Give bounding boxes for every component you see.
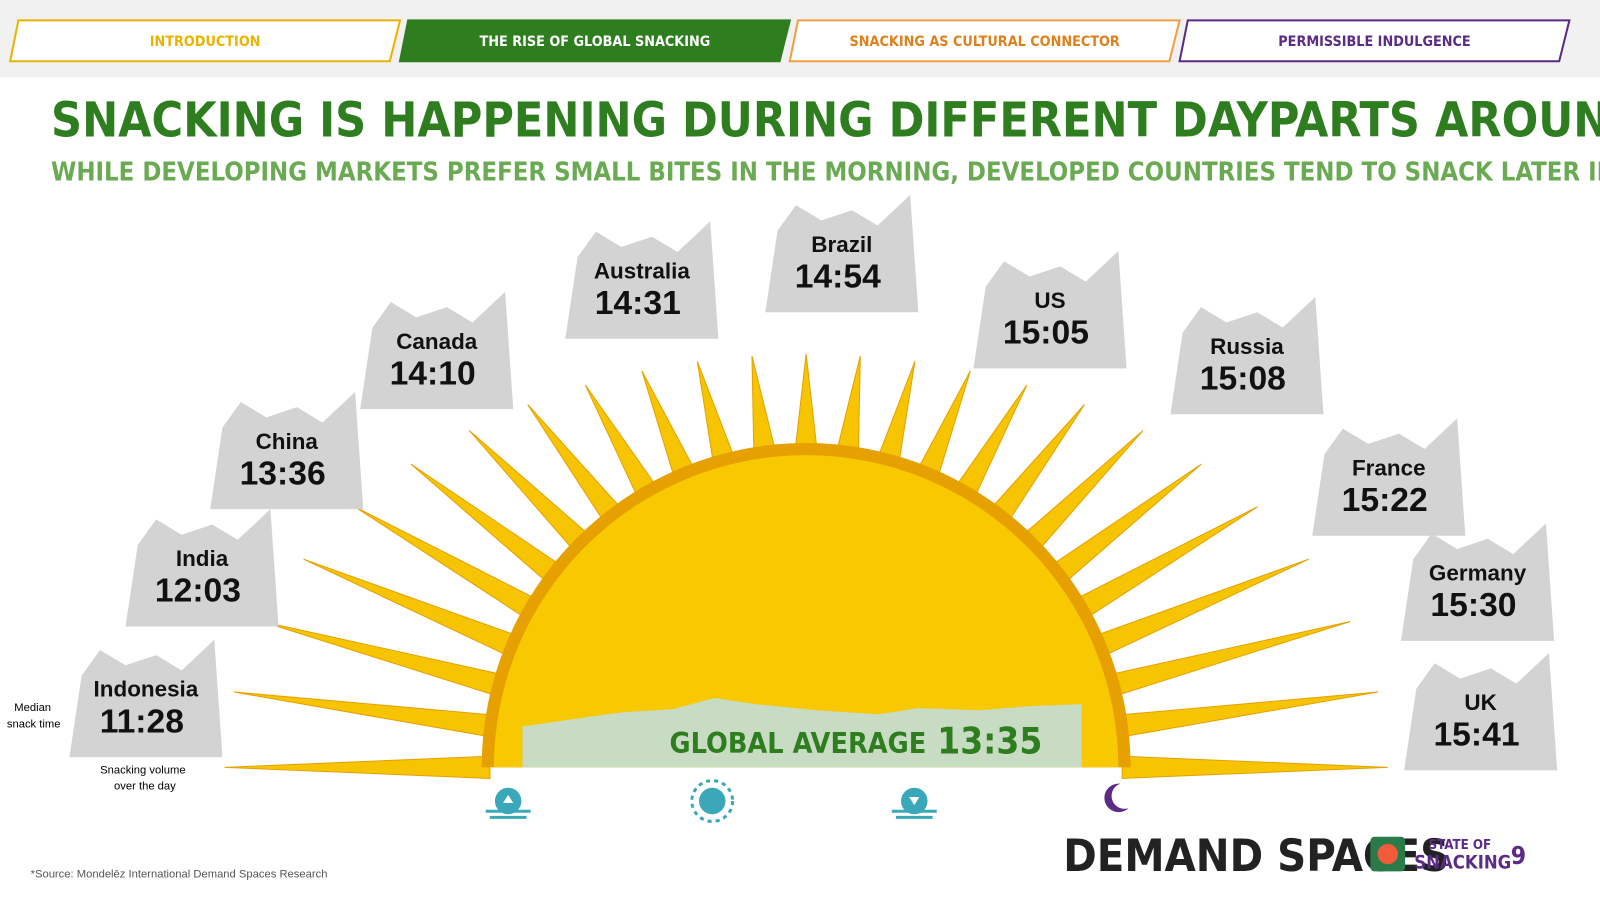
country-name: France bbox=[1352, 455, 1426, 480]
ray bbox=[410, 463, 563, 585]
page-number: 9 bbox=[1511, 841, 1526, 870]
night-icon bbox=[1104, 783, 1129, 813]
subtitle: WHILE DEVELOPING MARKETS PREFER SMALL BI… bbox=[51, 157, 1600, 187]
median-time: 15:22 bbox=[1342, 482, 1428, 519]
ray bbox=[1121, 755, 1388, 779]
mountain bbox=[360, 291, 514, 410]
country-name: Indonesia bbox=[94, 677, 199, 702]
median-time: 15:05 bbox=[1003, 315, 1089, 352]
tabs: INTRODUCTION THE RISE OF GLOBAL SNACKING S… bbox=[8, 19, 1571, 63]
country-name: India bbox=[176, 546, 229, 571]
tab-label: PERMISSIBLE INDULGENCE bbox=[1278, 34, 1470, 50]
volume-curve bbox=[522, 697, 1082, 768]
median-time: 13:36 bbox=[240, 455, 326, 492]
ray bbox=[1073, 506, 1258, 620]
source: *Source: Mondelēz International Demand S… bbox=[31, 868, 328, 880]
median-time: 14:54 bbox=[795, 258, 881, 295]
ray bbox=[468, 430, 592, 553]
badge-line: STATE OF bbox=[1429, 838, 1492, 853]
ray bbox=[1117, 691, 1379, 738]
ray bbox=[794, 354, 818, 452]
ray bbox=[835, 355, 861, 456]
median-note: Median bbox=[14, 702, 51, 714]
median-time: 15:30 bbox=[1430, 587, 1516, 624]
median-time: 15:41 bbox=[1433, 717, 1519, 754]
global-average-label: GLOBAL AVERAGE bbox=[670, 726, 927, 760]
ray bbox=[224, 755, 491, 779]
mountain bbox=[1404, 653, 1558, 771]
sun bbox=[493, 455, 1119, 768]
mountain bbox=[1170, 296, 1324, 415]
sunrise-icon bbox=[485, 787, 531, 819]
median-time: 14:10 bbox=[390, 355, 476, 392]
country-name: Germany bbox=[1429, 560, 1527, 585]
country-name: US bbox=[1034, 288, 1065, 313]
ray bbox=[234, 691, 495, 738]
volume-note: over the day bbox=[114, 781, 176, 793]
ray bbox=[916, 370, 971, 481]
title: SNACKING IS HAPPENING DURING DIFFERENT D… bbox=[51, 92, 1600, 148]
country-name: Australia bbox=[594, 258, 691, 283]
ray bbox=[876, 361, 916, 466]
median-time: 14:31 bbox=[595, 285, 681, 322]
badge-line: SNACKING bbox=[1414, 852, 1511, 873]
mountain bbox=[125, 509, 279, 627]
median-note: snack time bbox=[7, 718, 61, 730]
logo-mark bbox=[1370, 836, 1406, 872]
mountain bbox=[973, 251, 1127, 369]
ray bbox=[751, 355, 777, 456]
country-name: Russia bbox=[1210, 334, 1284, 359]
volume-note: Snacking volume bbox=[100, 764, 185, 776]
tab-label: THE RISE OF GLOBAL SNACKING bbox=[479, 34, 710, 50]
tab-label: INTRODUCTION bbox=[150, 34, 261, 50]
daypart-icons bbox=[485, 779, 1129, 823]
ray bbox=[354, 506, 539, 620]
ray bbox=[696, 361, 736, 466]
tab bbox=[398, 19, 792, 63]
mountain bbox=[565, 221, 719, 339]
tab-label: SNACKING AS CULTURAL CONNECTOR bbox=[850, 34, 1120, 50]
midday-icon bbox=[690, 779, 735, 823]
tab bbox=[1178, 19, 1571, 63]
country-name: China bbox=[256, 429, 319, 454]
country-name: UK bbox=[1464, 690, 1496, 715]
ray bbox=[641, 370, 697, 481]
tab bbox=[8, 19, 402, 63]
median-time: 15:08 bbox=[1200, 361, 1286, 398]
country-name: Brazil bbox=[811, 232, 872, 257]
sun-rays bbox=[224, 354, 1388, 779]
mountain bbox=[1401, 523, 1555, 641]
mountain bbox=[69, 639, 223, 758]
mountain bbox=[765, 194, 919, 313]
median-time: 12:03 bbox=[155, 573, 241, 610]
mountain bbox=[1312, 418, 1466, 536]
ray bbox=[1049, 463, 1202, 585]
median-time: 11:28 bbox=[100, 703, 184, 740]
mountain bbox=[210, 391, 364, 510]
country-name: Canada bbox=[396, 329, 478, 354]
global-average-time: 13:35 bbox=[937, 719, 1042, 762]
ray bbox=[1021, 430, 1144, 553]
tab bbox=[788, 19, 1181, 63]
sunset-icon bbox=[891, 787, 937, 819]
